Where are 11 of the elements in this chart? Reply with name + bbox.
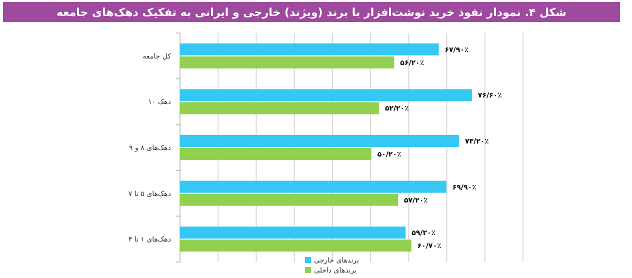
bar bbox=[180, 102, 379, 114]
chart-title: شکل ۴. نمودار نفوذ خرید نوشت‌افزار با برند (ویژند) خارجی و ایرانی به تفکیک دهک‌های جامعه bbox=[56, 6, 567, 19]
bar bbox=[180, 240, 412, 252]
bar bbox=[180, 56, 394, 68]
bar bbox=[180, 180, 446, 193]
bar bbox=[180, 89, 472, 102]
bar bbox=[180, 135, 459, 147]
bar bbox=[180, 194, 398, 206]
bar bbox=[180, 148, 372, 160]
bar bbox=[180, 226, 406, 239]
bar bbox=[180, 43, 439, 56]
